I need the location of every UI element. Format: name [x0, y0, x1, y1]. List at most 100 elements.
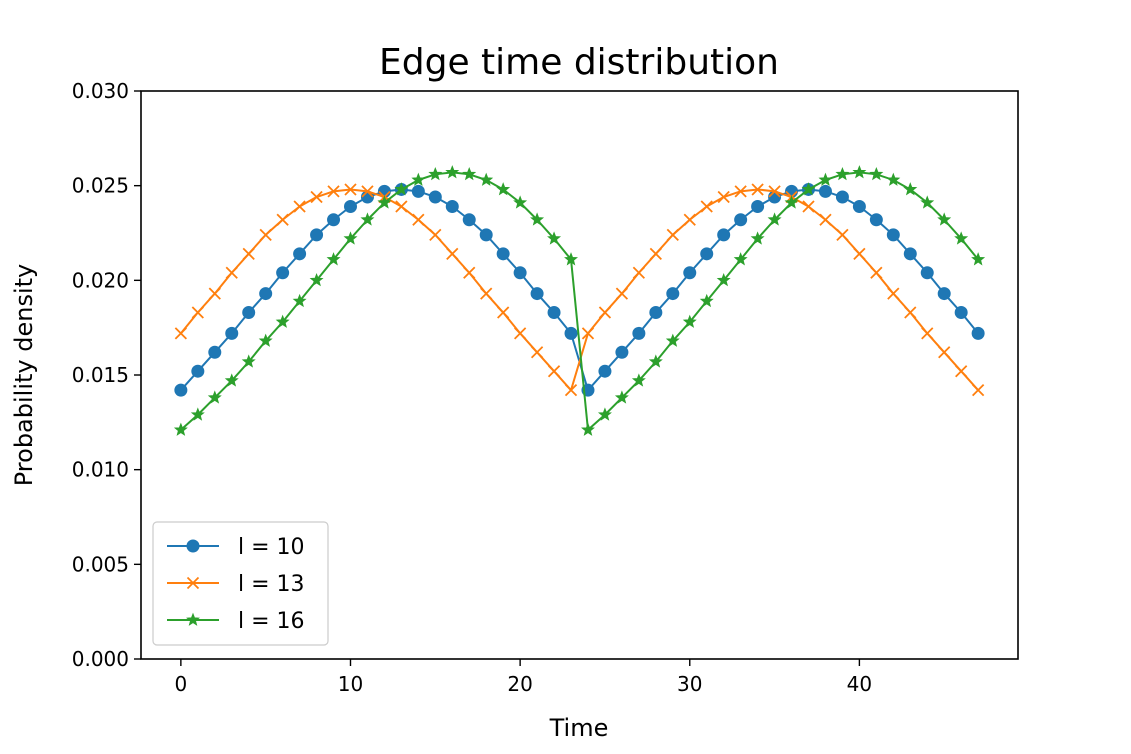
- data-point: [496, 247, 510, 261]
- x-tick-label: 0: [174, 672, 187, 696]
- data-point: [666, 228, 679, 242]
- data-point: [971, 252, 986, 266]
- data-point: [207, 390, 222, 404]
- y-tick-label: 0.030: [72, 79, 129, 103]
- data-point: [241, 354, 256, 368]
- data-point: [649, 306, 663, 320]
- data-point: [564, 326, 578, 340]
- series-2: [174, 183, 985, 397]
- legend-marker: [186, 539, 200, 553]
- data-point: [258, 333, 273, 347]
- data-point: [903, 247, 917, 261]
- data-point: [886, 228, 900, 242]
- legend-marker: [186, 576, 200, 590]
- data-point: [955, 365, 968, 378]
- data-point: [360, 212, 375, 226]
- data-point: [784, 195, 799, 209]
- data-point: [530, 287, 544, 301]
- data-point: [411, 172, 426, 186]
- legend-entry: l = 13: [167, 572, 305, 597]
- data-point: [496, 182, 511, 196]
- data-point: [445, 199, 459, 213]
- data-point: [818, 184, 832, 198]
- legend-marker: [186, 612, 200, 626]
- data-point: [293, 200, 306, 213]
- data-point: [395, 200, 408, 213]
- data-point: [598, 364, 612, 378]
- legend-label: l = 13: [238, 572, 305, 597]
- data-point: [276, 266, 290, 280]
- data-point: [683, 266, 697, 280]
- data-point: [852, 165, 867, 179]
- data-point: [632, 326, 646, 340]
- data-point: [513, 266, 527, 280]
- data-point: [530, 212, 545, 226]
- data-point: [615, 287, 629, 300]
- data-point: [751, 199, 765, 213]
- data-point: [462, 166, 477, 181]
- data-point: [699, 293, 714, 308]
- data-point: [463, 266, 476, 279]
- x-axis-label: Time: [549, 714, 609, 742]
- data-point: [801, 182, 816, 196]
- data-point: [751, 183, 764, 196]
- data-point: [344, 183, 357, 196]
- x-tick-label: 40: [847, 672, 872, 696]
- data-point: [310, 228, 324, 242]
- data-point: [835, 190, 849, 204]
- data-point: [631, 373, 646, 387]
- legend-entry: l = 10: [167, 535, 305, 560]
- data-point: [530, 346, 544, 359]
- series-1: [174, 182, 985, 397]
- data-point: [819, 213, 832, 226]
- data-point: [462, 213, 476, 227]
- y-axis-label: Probability density: [10, 264, 38, 487]
- data-point: [343, 231, 358, 245]
- data-point: [225, 326, 239, 340]
- data-point: [293, 247, 307, 261]
- data-point: [173, 422, 188, 436]
- y-axis: 0.000 0.005 0.010 0.015 0.020 0.025 0.030: [72, 79, 141, 671]
- data-point: [717, 190, 730, 204]
- data-point: [954, 231, 969, 245]
- data-point: [361, 185, 374, 198]
- data-point: [853, 247, 866, 260]
- data-point: [242, 306, 256, 320]
- data-point: [920, 195, 935, 209]
- data-point: [768, 185, 781, 198]
- data-point: [920, 266, 934, 280]
- series-layer: [173, 165, 986, 436]
- data-point: [971, 384, 985, 397]
- data-point: [224, 373, 239, 387]
- data-point: [564, 252, 578, 266]
- data-point: [887, 287, 900, 300]
- data-point: [716, 273, 731, 287]
- data-point: [326, 252, 341, 266]
- x-tick-label: 30: [677, 672, 702, 696]
- data-point: [497, 306, 510, 319]
- data-point: [614, 390, 629, 404]
- data-point: [598, 306, 612, 319]
- data-point: [191, 364, 205, 378]
- data-point: [191, 306, 204, 319]
- data-point: [208, 345, 222, 359]
- data-point: [750, 231, 765, 245]
- data-point: [513, 327, 527, 340]
- x-tick-label: 20: [507, 672, 532, 696]
- data-point: [733, 252, 748, 266]
- data-point: [292, 293, 307, 308]
- data-point: [343, 199, 357, 213]
- x-tick-label: 10: [338, 672, 363, 696]
- data-point: [428, 166, 443, 181]
- data-point: [428, 190, 442, 204]
- data-point: [835, 166, 850, 181]
- data-point: [938, 346, 951, 359]
- data-point: [480, 287, 493, 300]
- data-point: [937, 287, 951, 301]
- data-point: [921, 327, 934, 340]
- data-point: [648, 354, 663, 368]
- data-point: [700, 247, 714, 261]
- data-point: [954, 306, 968, 320]
- data-point: [446, 247, 459, 260]
- data-point: [734, 185, 747, 198]
